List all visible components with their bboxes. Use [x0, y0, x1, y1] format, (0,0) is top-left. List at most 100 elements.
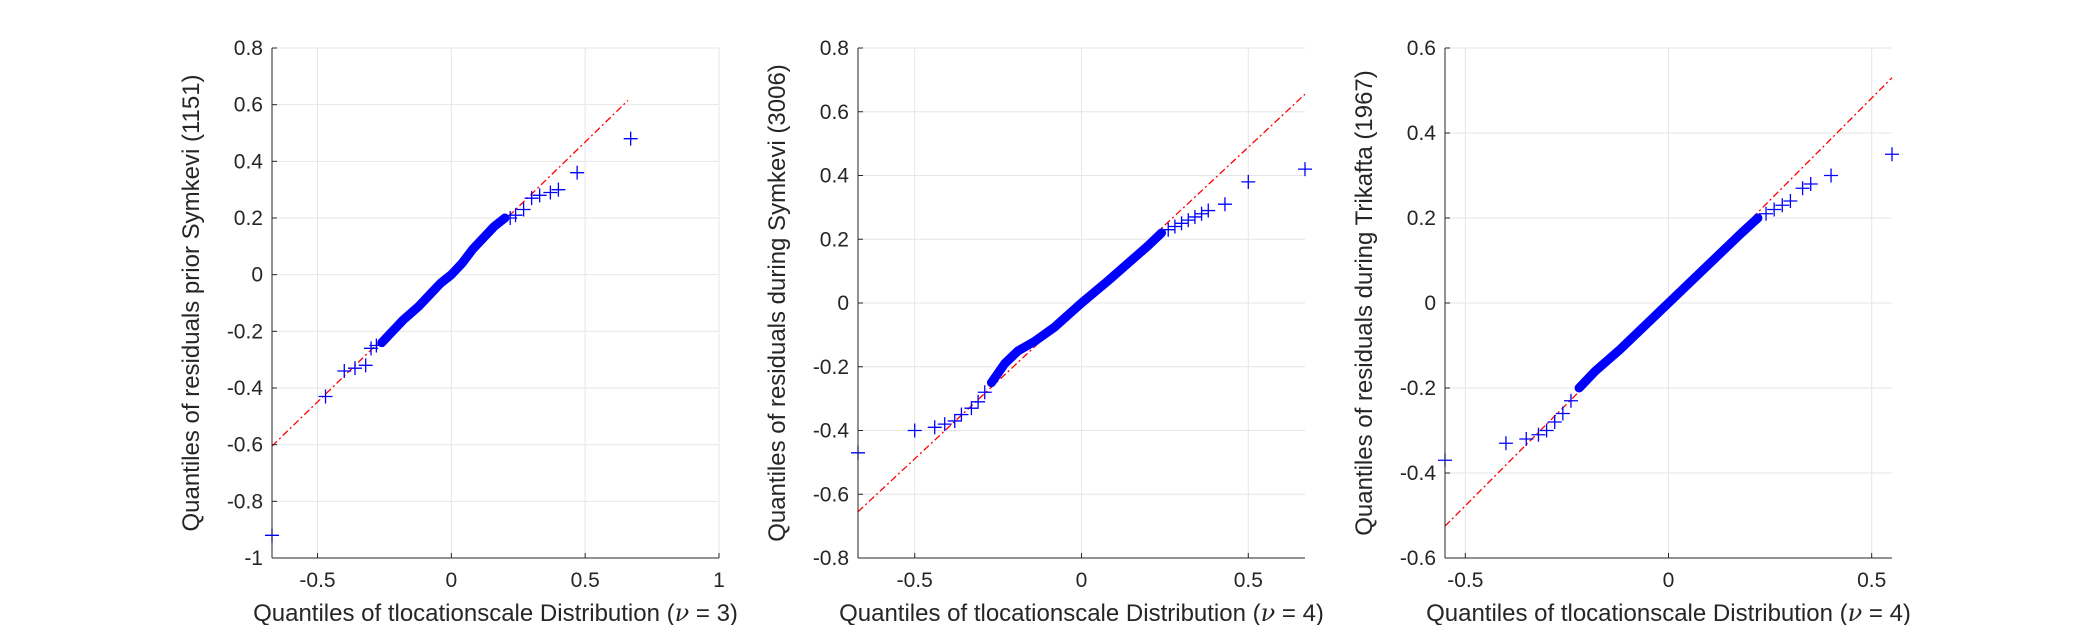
x-tick-label: 0.5	[1857, 569, 1886, 592]
data-point	[570, 165, 585, 180]
data-point	[1161, 222, 1176, 237]
y-tick-label: 0.6	[820, 101, 849, 124]
y-tick-label: 0.4	[820, 165, 850, 188]
data-point	[1803, 177, 1818, 191]
qq-panel-1: -0.5 0 0.5 1 -1 -0.8 -0.6 -0.4 -0.2 0 0.2 0.4 0.6 0.8…	[178, 37, 738, 625]
qq-panel-3: -0.5 0 0.5 -0.6 -0.4 -0.2 0 0.2 0.4 0.6 Quantiles …	[1351, 37, 1911, 625]
dof-value: = 4	[1275, 600, 1316, 625]
data-point	[937, 417, 952, 432]
y-tick-label: 0.8	[234, 37, 263, 60]
data-point	[532, 188, 547, 203]
data-point	[516, 202, 531, 217]
y-tick-label: 0.8	[820, 37, 849, 60]
y-tick-label: -0.6	[1400, 547, 1436, 570]
x-axis-title: Quantiles of tlocationscale Distribution…	[253, 599, 738, 625]
data-point	[1187, 209, 1202, 224]
data-point	[1767, 202, 1782, 217]
y-tick-label: 0.2	[820, 228, 849, 251]
data-point	[1775, 198, 1790, 213]
data-point	[1519, 432, 1534, 446]
x-tick-label: 0	[1663, 569, 1675, 592]
x-tick-label: -0.5	[1447, 569, 1483, 592]
data-point	[508, 208, 523, 223]
x-tick-label: -0.5	[897, 569, 933, 592]
x-tick-label: 0	[445, 569, 457, 592]
y-tick-label: -0.2	[1400, 377, 1436, 400]
data-point	[1539, 423, 1554, 438]
data-point	[524, 191, 539, 206]
x-tick-label: 0	[1076, 569, 1088, 592]
x-axis-title-paren-close: )	[1316, 600, 1324, 625]
data-point	[364, 341, 379, 356]
nu-symbol: ν	[675, 599, 690, 625]
data-point	[1217, 197, 1232, 212]
x-axis-title: Quantiles of tlocationscale Distribution…	[839, 599, 1324, 625]
x-axis-title: Quantiles of tlocationscale Distribution…	[1426, 599, 1911, 625]
data-point	[347, 361, 362, 376]
data-point	[927, 420, 942, 435]
y-tick-label: 0.4	[234, 150, 264, 173]
y-tick-label: -0.8	[227, 490, 263, 513]
data-point	[1241, 174, 1256, 189]
data-point	[1298, 162, 1312, 177]
data-point	[1498, 436, 1513, 451]
y-tick-label: -0.2	[227, 320, 263, 343]
x-tick-label: 0.5	[1234, 569, 1263, 592]
dense-data-points	[1574, 213, 1763, 393]
y-tick-label: 0	[251, 264, 263, 287]
y-tick-label: -0.8	[813, 547, 849, 570]
x-axis-title-paren-close: )	[1903, 600, 1911, 625]
x-axis-title-text: Quantiles of tlocationscale Distribution	[253, 600, 660, 625]
data-point	[1885, 147, 1899, 162]
data-point	[947, 413, 962, 428]
data-point	[1167, 219, 1182, 234]
y-axis-title: Quantiles of residuals prior Symkevi (11…	[178, 74, 205, 531]
y-tick-label: -0.4	[1400, 462, 1437, 485]
dof-value: = 4	[1862, 600, 1903, 625]
y-tick-label: 0.2	[1407, 207, 1436, 230]
data-point	[1555, 406, 1570, 421]
data-point	[337, 364, 352, 378]
data-point	[551, 182, 566, 197]
data-point	[623, 131, 638, 146]
data-point	[503, 211, 518, 225]
y-tick-label: 0.4	[1407, 122, 1437, 145]
data-point	[1194, 206, 1209, 221]
y-axis-title: Quantiles of residuals during Symkevi (3…	[764, 64, 791, 542]
dense-data-points	[377, 213, 510, 348]
data-point	[1759, 206, 1774, 221]
x-axis-title-text: Quantiles of tlocationscale Distribution	[839, 600, 1246, 625]
dense-data-points	[986, 228, 1167, 388]
data-point	[971, 394, 986, 409]
data-point	[1795, 181, 1810, 196]
nu-symbol: ν	[1261, 599, 1276, 625]
data-point	[1201, 203, 1216, 218]
x-axis-title-paren-close: )	[730, 600, 738, 625]
data-point	[964, 401, 979, 416]
data-point	[358, 358, 373, 373]
x-tick-label: -0.5	[299, 569, 335, 592]
data-point	[1824, 168, 1839, 183]
data-point	[1174, 216, 1189, 231]
x-axis-title-paren-open: (	[660, 600, 675, 625]
y-tick-label: -0.4	[227, 377, 264, 400]
x-axis-title-paren-open: (	[1246, 600, 1261, 625]
data-point	[907, 423, 922, 438]
qq-panel-2: -0.5 0 0.5 -0.8 -0.6 -0.4 -0.2 0 0.2 0.4 0.6 0.8 Qua…	[764, 37, 1324, 625]
data-point	[318, 389, 333, 404]
x-axis-title-paren-open: (	[1833, 600, 1848, 625]
data-point	[1531, 427, 1546, 442]
data-point	[1547, 415, 1562, 429]
data-point	[1181, 213, 1196, 228]
y-tick-label: -0.6	[813, 483, 849, 506]
data-point	[954, 407, 969, 422]
data-point	[543, 185, 558, 200]
y-tick-label: 0.2	[234, 207, 263, 230]
y-tick-label: 0	[837, 292, 849, 315]
y-tick-label: -1	[244, 547, 263, 570]
nu-symbol: ν	[1848, 599, 1863, 625]
data-point	[369, 338, 384, 353]
x-axis-title-text: Quantiles of tlocationscale Distribution	[1426, 600, 1833, 625]
y-axis-title: Quantiles of residuals during Trikafta (…	[1351, 70, 1378, 536]
